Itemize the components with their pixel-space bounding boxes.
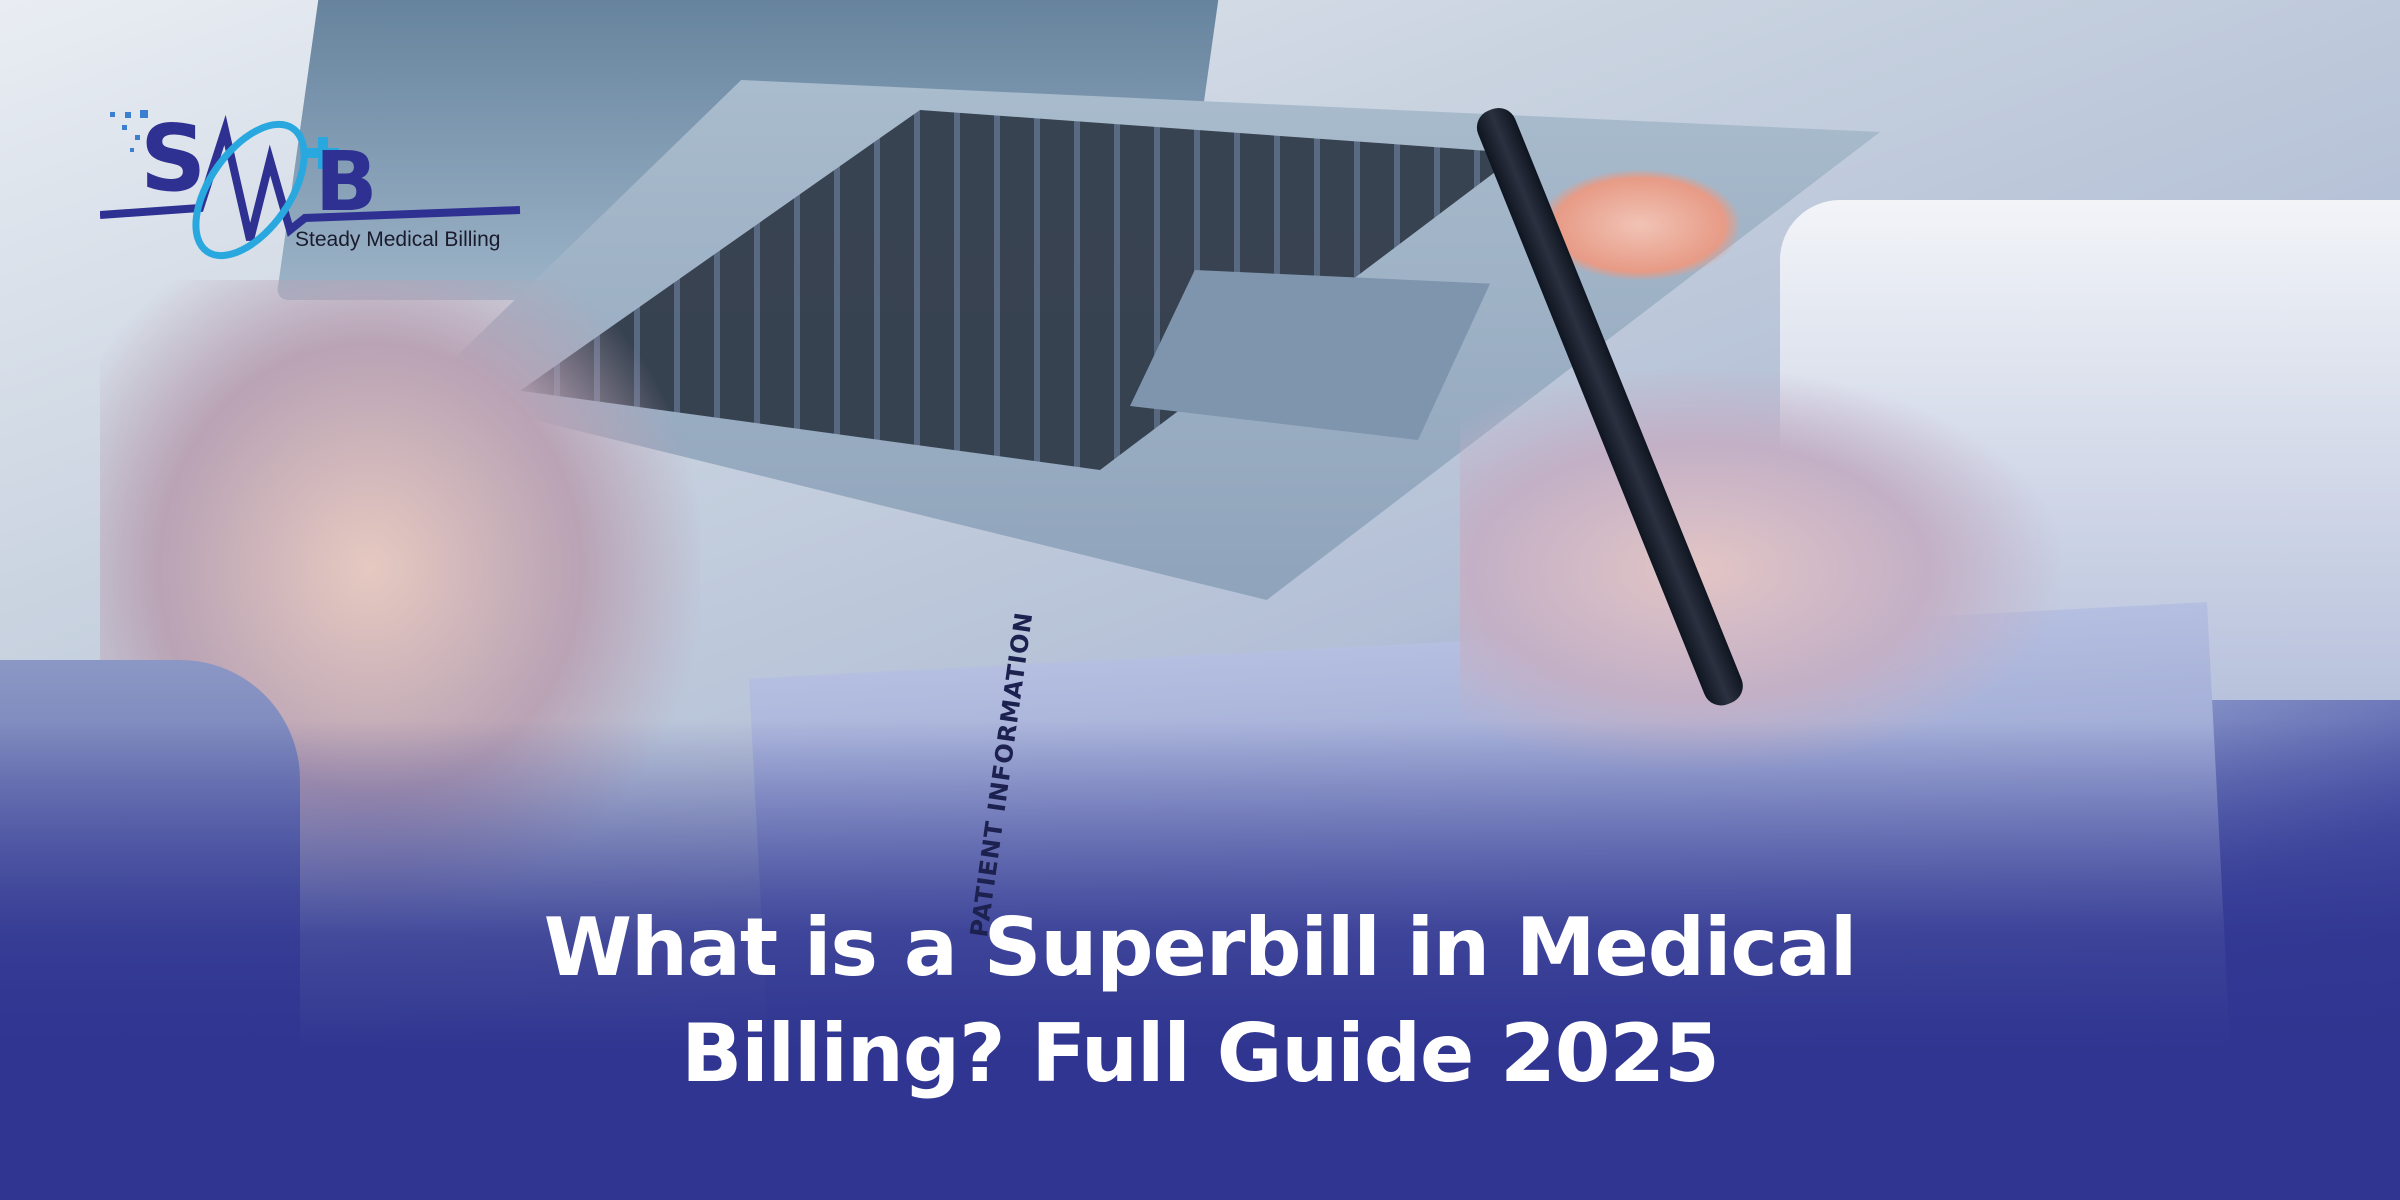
writing-hand — [1460, 370, 2060, 770]
company-logo: S B Steady Medical Billing — [100, 90, 540, 270]
page-title: What is a Superbill in Medical Billing? … — [0, 895, 2400, 1107]
blue-overlay — [0, 720, 2400, 1200]
title-line-2: Billing? Full Guide 2025 — [681, 1007, 1720, 1100]
svg-text:B: B — [315, 135, 378, 230]
title-line-1: What is a Superbill in Medical — [543, 901, 1858, 994]
dental-model — [1540, 170, 1740, 280]
smb-logo-icon: S B — [100, 105, 521, 260]
laptop-trackpad — [1130, 270, 1490, 440]
svg-text:S: S — [140, 105, 206, 212]
logo-tagline: Steady Medical Billing — [295, 228, 501, 251]
